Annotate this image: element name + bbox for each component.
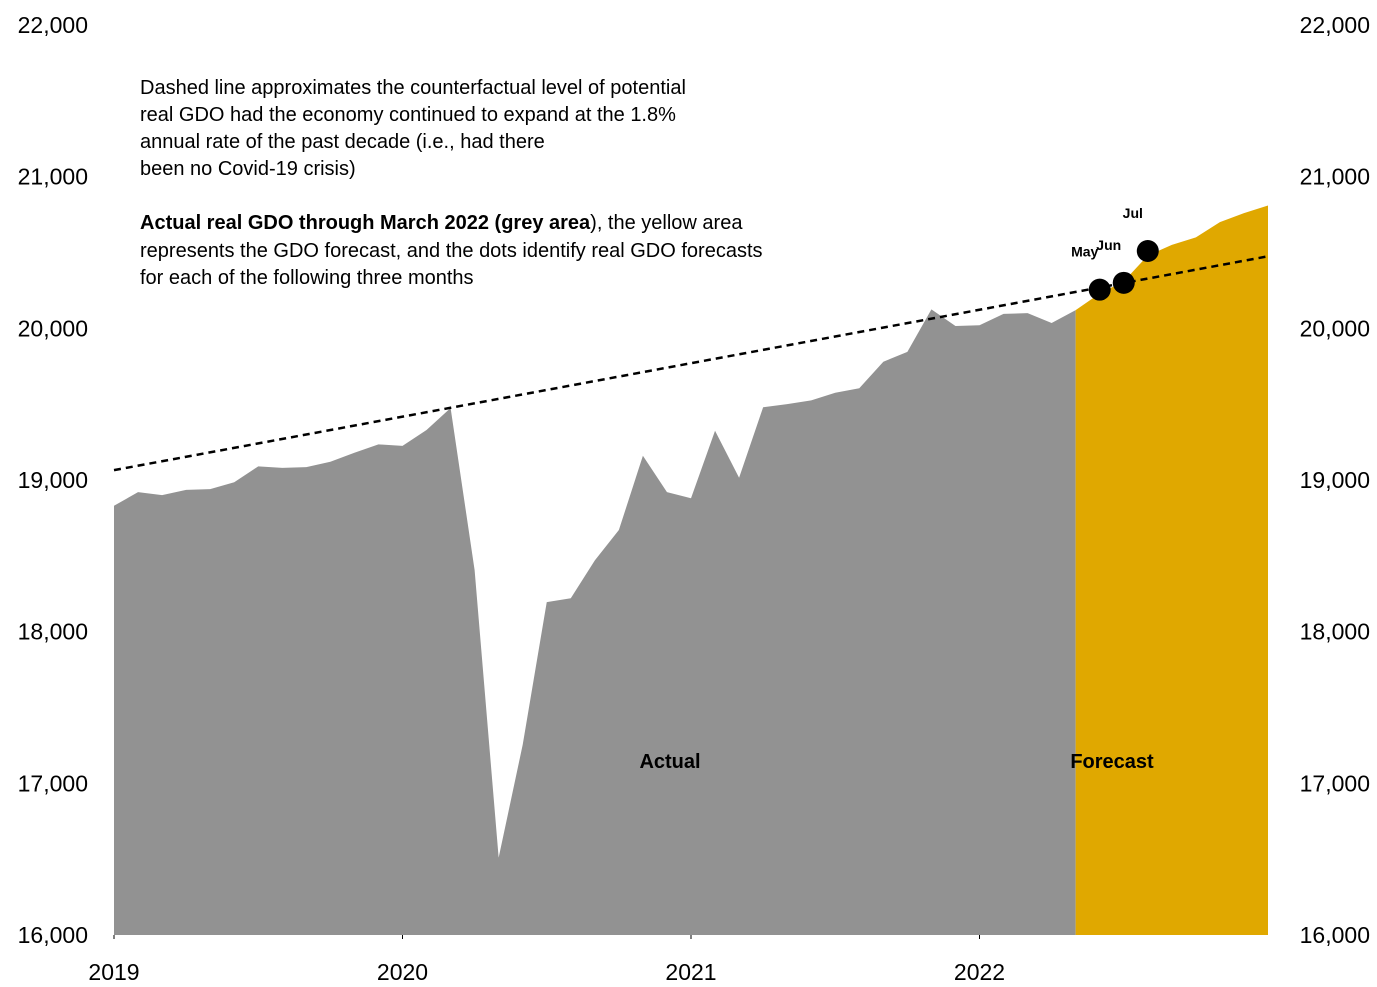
series-label: Actual xyxy=(639,751,700,773)
y-tick-label: 22,000 xyxy=(18,12,88,38)
y-tick-label: 20,000 xyxy=(18,315,88,341)
annotation-line: been no Covid-19 crisis) xyxy=(140,158,356,180)
area xyxy=(114,309,1076,935)
y2-tick-label: 19,000 xyxy=(1300,467,1370,493)
y-tick-label: 21,000 xyxy=(18,164,88,190)
x-tick-label: 2019 xyxy=(88,959,139,985)
series-label: Forecast xyxy=(1070,751,1154,773)
annotation-line: annual rate of the past decade (i.e., ha… xyxy=(140,131,545,153)
annotation-line: represents the GDO forecast, and the dot… xyxy=(140,240,763,262)
y2-tick-label: 16,000 xyxy=(1300,922,1370,948)
y2-tick-label: 21,000 xyxy=(1300,164,1370,190)
annotation-text: ), the yellow area xyxy=(590,212,743,234)
y-tick-label: 17,000 xyxy=(18,770,88,796)
y2-tick-label: 18,000 xyxy=(1300,619,1370,645)
dot-label: Jun xyxy=(1096,237,1121,253)
counterfactual-line xyxy=(113,255,1269,472)
y2-tick-label: 17,000 xyxy=(1300,770,1370,796)
forecast-dot xyxy=(1112,271,1135,294)
annotation-line: Dashed line approximates the counterfact… xyxy=(140,77,686,99)
x-tick-label: 2020 xyxy=(377,959,428,985)
dot-label: Jul xyxy=(1123,205,1143,221)
y-tick-label: 19,000 xyxy=(18,467,88,493)
x-tick-label: 2022 xyxy=(954,959,1005,985)
area xyxy=(1075,205,1268,935)
x-tick-label: 2021 xyxy=(665,959,716,985)
annotation-bold: Actual real GDO through March 2022 (grey… xyxy=(140,212,591,234)
annotation-line: Actual real GDO through March 2022 (grey… xyxy=(140,212,743,234)
y-tick-label: 16,000 xyxy=(18,922,88,948)
annotation-line: real GDO had the economy continued to ex… xyxy=(140,104,676,126)
forecast-dot xyxy=(1088,278,1111,301)
annotation-line: for each of the following three months xyxy=(140,267,474,289)
dot-label: May xyxy=(1071,244,1098,260)
y2-tick-label: 20,000 xyxy=(1300,315,1370,341)
forecast-dot xyxy=(1136,239,1159,262)
y2-tick-label: 22,000 xyxy=(1300,12,1370,38)
y-tick-label: 18,000 xyxy=(18,619,88,645)
